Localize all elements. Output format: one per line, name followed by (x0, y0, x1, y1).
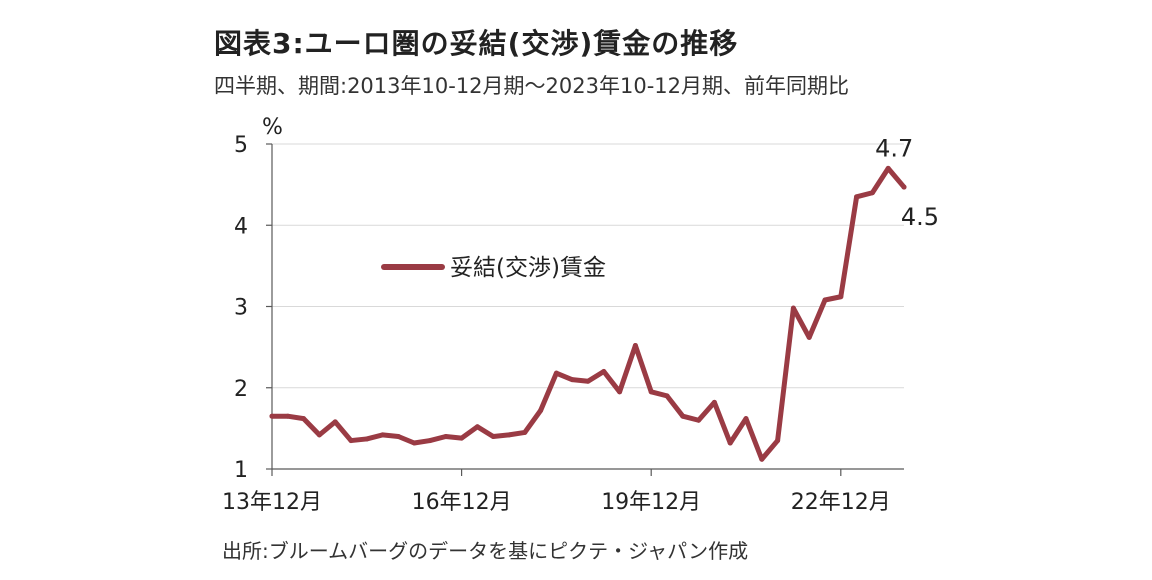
data-point (538, 408, 544, 413)
data-point (680, 413, 686, 419)
chart-subtitle: 四半期、期間:2013年10-12月期〜2023年10-12月期、前年同期比 (214, 74, 850, 98)
x-tick-label: 16年12月 (412, 490, 512, 515)
data-point (790, 305, 796, 311)
data-label: 4.7 (875, 134, 913, 162)
data-point (901, 184, 907, 190)
y-axis-label: % (262, 115, 283, 140)
data-point (316, 432, 322, 438)
data-point (459, 435, 465, 441)
data-point (427, 438, 433, 444)
data-point (380, 432, 386, 438)
data-point (601, 369, 607, 374)
data-label: 4.5 (901, 203, 939, 231)
gridlines (272, 143, 904, 389)
data-point (711, 399, 717, 405)
data-point (838, 294, 844, 300)
data-point (332, 419, 338, 425)
y-tick-label: 4 (234, 214, 248, 239)
data-point (696, 417, 702, 423)
data-point (348, 438, 354, 444)
data-point (364, 436, 370, 442)
chart-title: 図表3:ユーロ圏の妥結(交渉)賃金の推移 (214, 27, 739, 60)
x-tick-label: 19年12月 (601, 490, 701, 515)
y-tick-label: 1 (234, 458, 248, 483)
data-point (822, 297, 828, 303)
source-note: 出所:ブルームバーグのデータを基にピクテ・ジャパン作成 (222, 539, 749, 563)
data-point (553, 370, 559, 376)
y-tick-label: 5 (234, 133, 248, 158)
y-tick-label: 2 (234, 377, 248, 402)
data-point (648, 389, 654, 395)
data-point (664, 393, 670, 399)
data-point (395, 434, 401, 439)
data-point (585, 378, 591, 384)
data-point (632, 343, 638, 348)
data-point (759, 456, 765, 462)
x-tick-label: 13年12月 (222, 490, 322, 515)
data-point (885, 165, 891, 171)
data-point (569, 377, 575, 383)
data-point (285, 413, 291, 419)
data-point (869, 190, 875, 196)
data-point (411, 440, 417, 446)
data-point (617, 389, 623, 395)
y-tick-label: 3 (234, 296, 248, 321)
data-point (474, 424, 480, 430)
data-point (301, 416, 307, 422)
data-point (506, 432, 512, 438)
data-point (727, 440, 733, 446)
x-tick-label: 22年12月 (791, 490, 891, 515)
series-line (269, 165, 907, 462)
axes: 1 2 3 4 5% 13年12月 16年12月 19年12月 22年12月 (222, 115, 904, 515)
legend-label: 妥結(交渉)賃金 (450, 255, 606, 281)
data-point (806, 334, 812, 340)
data-point (443, 434, 449, 439)
data-point (522, 429, 528, 435)
data-point (490, 434, 496, 439)
data-point (269, 413, 275, 419)
series-layer (269, 165, 907, 462)
labels: 4.7 4.5 妥結(交渉)賃金 (381, 134, 939, 281)
data-point (743, 416, 749, 422)
data-point (775, 438, 781, 444)
data-point (854, 194, 860, 200)
